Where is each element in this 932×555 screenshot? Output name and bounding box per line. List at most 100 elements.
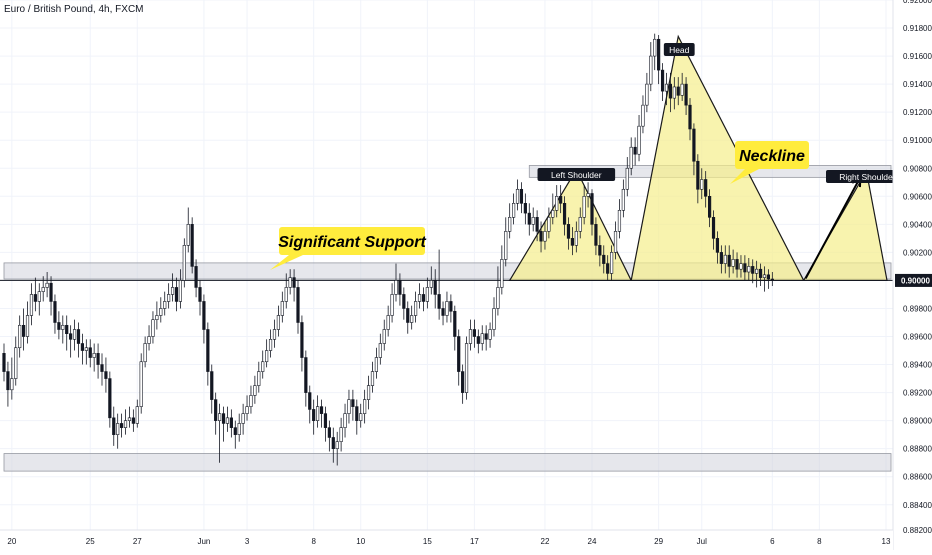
candle[interactable] bbox=[402, 287, 406, 320]
candle[interactable] bbox=[535, 210, 539, 242]
candle[interactable] bbox=[25, 301, 30, 344]
candle[interactable] bbox=[468, 319, 473, 351]
candle[interactable] bbox=[472, 319, 477, 348]
candle[interactable] bbox=[225, 406, 230, 432]
candle[interactable] bbox=[488, 322, 492, 348]
candle[interactable] bbox=[692, 123, 696, 176]
candle[interactable] bbox=[53, 294, 57, 334]
candle[interactable] bbox=[65, 315, 69, 351]
candle[interactable] bbox=[190, 217, 194, 274]
candle[interactable] bbox=[484, 325, 488, 351]
candle[interactable] bbox=[253, 375, 257, 404]
candle[interactable] bbox=[511, 193, 516, 225]
candle[interactable] bbox=[574, 221, 578, 253]
candle[interactable] bbox=[578, 207, 582, 239]
candle[interactable] bbox=[100, 353, 104, 386]
candle[interactable] bbox=[586, 182, 590, 208]
candle[interactable] bbox=[268, 329, 273, 358]
candle[interactable] bbox=[280, 291, 284, 323]
candle[interactable] bbox=[633, 137, 637, 166]
candle[interactable] bbox=[480, 325, 484, 351]
candle[interactable] bbox=[296, 280, 300, 334]
candle[interactable] bbox=[370, 361, 375, 393]
candle[interactable] bbox=[394, 263, 398, 302]
candle[interactable] bbox=[198, 280, 202, 316]
candle[interactable] bbox=[304, 350, 308, 407]
candle[interactable] bbox=[672, 77, 676, 110]
candle[interactable] bbox=[29, 283, 34, 326]
candle[interactable] bbox=[33, 277, 37, 312]
candle[interactable] bbox=[641, 95, 645, 134]
candle[interactable] bbox=[202, 294, 206, 344]
candle[interactable] bbox=[433, 269, 437, 309]
candle[interactable] bbox=[120, 413, 124, 438]
candle[interactable] bbox=[676, 77, 680, 106]
candle[interactable] bbox=[747, 257, 751, 281]
candle[interactable] bbox=[598, 235, 602, 267]
candle[interactable] bbox=[657, 35, 661, 85]
candle[interactable] bbox=[18, 315, 22, 358]
candle[interactable] bbox=[441, 301, 445, 326]
candle[interactable] bbox=[194, 259, 198, 298]
candle[interactable] bbox=[155, 301, 159, 330]
candle[interactable] bbox=[170, 273, 175, 302]
candle[interactable] bbox=[49, 276, 53, 316]
candle[interactable] bbox=[707, 189, 712, 228]
candle[interactable] bbox=[457, 329, 461, 386]
candle[interactable] bbox=[182, 238, 186, 288]
candle[interactable] bbox=[104, 357, 108, 393]
candle[interactable] bbox=[625, 157, 629, 197]
candle[interactable] bbox=[390, 283, 394, 323]
candle[interactable] bbox=[116, 413, 120, 449]
candle[interactable] bbox=[135, 399, 139, 428]
candle[interactable] bbox=[45, 272, 49, 298]
candle[interactable] bbox=[257, 361, 261, 393]
candle[interactable] bbox=[492, 297, 496, 337]
candle[interactable] bbox=[582, 185, 586, 225]
candle[interactable] bbox=[355, 399, 359, 435]
candle[interactable] bbox=[551, 193, 555, 225]
candle[interactable] bbox=[123, 409, 128, 435]
candle[interactable] bbox=[80, 333, 84, 365]
candle[interactable] bbox=[504, 217, 508, 267]
candle[interactable] bbox=[292, 269, 296, 302]
candle[interactable] bbox=[21, 308, 26, 351]
candle[interactable] bbox=[406, 301, 410, 334]
candle[interactable] bbox=[347, 389, 351, 424]
candle[interactable] bbox=[96, 343, 100, 379]
candle[interactable] bbox=[602, 245, 606, 274]
candle[interactable] bbox=[645, 72, 649, 113]
candle[interactable] bbox=[218, 403, 222, 463]
candle[interactable] bbox=[351, 389, 355, 421]
candle[interactable] bbox=[229, 409, 233, 438]
candle[interactable] bbox=[366, 375, 371, 410]
candle[interactable] bbox=[609, 245, 614, 281]
candle[interactable] bbox=[704, 171, 708, 208]
candle[interactable] bbox=[688, 98, 692, 141]
candle[interactable] bbox=[755, 260, 759, 288]
candle[interactable] bbox=[206, 322, 210, 386]
candle[interactable] bbox=[167, 283, 171, 309]
candle[interactable] bbox=[527, 203, 531, 236]
candle[interactable] bbox=[417, 283, 422, 309]
candle[interactable] bbox=[61, 315, 65, 344]
candle[interactable] bbox=[453, 305, 457, 351]
candle[interactable] bbox=[339, 417, 343, 452]
candle[interactable] bbox=[437, 249, 441, 320]
candle[interactable] bbox=[178, 269, 183, 309]
candle[interactable] bbox=[69, 325, 73, 358]
candle[interactable] bbox=[649, 42, 653, 92]
candle[interactable] bbox=[92, 343, 96, 372]
candle[interactable] bbox=[664, 72, 669, 106]
candle[interactable] bbox=[751, 259, 755, 284]
candle[interactable] bbox=[523, 193, 527, 225]
candle[interactable] bbox=[731, 249, 735, 274]
candle[interactable] bbox=[762, 266, 767, 292]
candle[interactable] bbox=[147, 325, 151, 351]
candle[interactable] bbox=[539, 221, 543, 253]
candle[interactable] bbox=[84, 339, 88, 365]
candle[interactable] bbox=[680, 72, 684, 101]
candle[interactable] bbox=[131, 409, 135, 432]
candle[interactable] bbox=[543, 221, 547, 250]
